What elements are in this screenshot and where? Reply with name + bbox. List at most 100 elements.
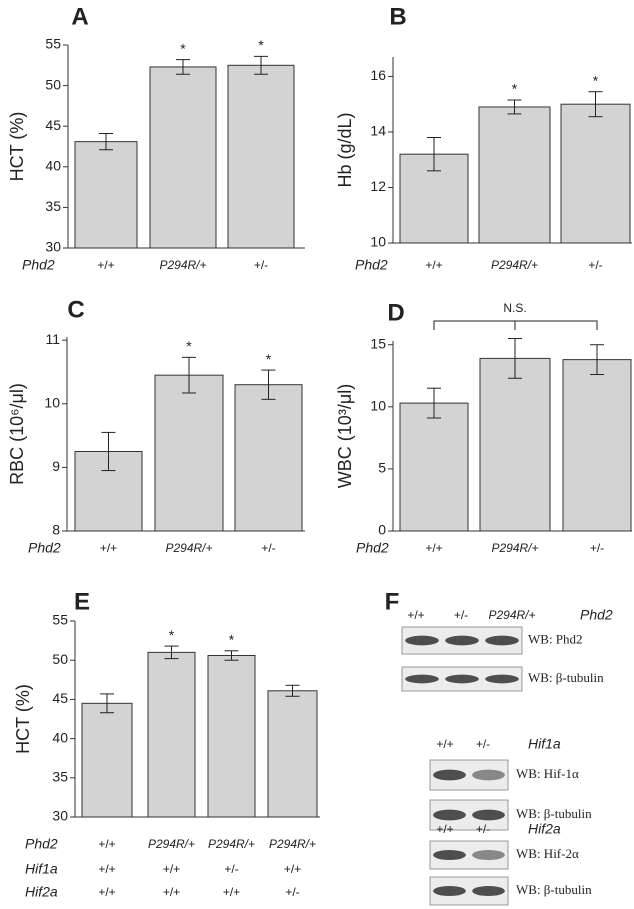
x-tick-label: +/+	[98, 837, 115, 851]
y-tick-label: 45	[45, 117, 61, 133]
panel-label: A	[71, 3, 88, 30]
x-tick-label: P294R/+	[159, 258, 206, 272]
x-tick-label: +/-	[588, 258, 602, 272]
annotation: N.S.	[503, 301, 526, 315]
lane-label: +/-	[454, 608, 468, 622]
bar	[479, 357, 551, 532]
blot-band	[472, 809, 505, 821]
bar	[560, 103, 631, 244]
x-tick-label: P294R/+	[208, 837, 255, 851]
bar	[267, 690, 318, 818]
y-tick-label: 50	[52, 651, 68, 667]
significance-marker: *	[169, 627, 175, 643]
x-tick-label: P294R/+	[269, 837, 316, 851]
lane-label: +/+	[436, 822, 453, 836]
y-tick-label: 45	[52, 690, 68, 706]
x-tick-label: +/+	[97, 258, 114, 272]
blot-band	[472, 769, 505, 781]
wb-label: WB: Hif-2α	[516, 846, 579, 861]
y-axis-label: Hb (g/dL)	[335, 112, 355, 187]
x-tick-label: +/-	[254, 258, 268, 272]
x-tick-label: +/-	[261, 541, 275, 555]
bar	[562, 359, 632, 532]
x-tick-label: +/+	[223, 885, 240, 899]
y-tick-label: 55	[52, 612, 68, 628]
bracket	[433, 320, 598, 330]
blot-band	[433, 769, 466, 781]
lane-label: +/+	[436, 737, 453, 751]
x-tick-label: +/+	[163, 862, 180, 876]
x-tick-label: +/+	[425, 258, 442, 272]
category-row-name: Phd2	[22, 257, 55, 273]
y-tick-label: 16	[370, 67, 386, 83]
significance-marker: *	[258, 37, 264, 53]
y-tick-label: 10	[44, 394, 60, 410]
blot-band	[433, 849, 466, 861]
bar	[234, 384, 303, 532]
x-tick-label: +/+	[284, 862, 301, 876]
wb-label: WB: Hif-1α	[516, 766, 579, 781]
x-tick-label: P294R/+	[165, 541, 212, 555]
bar	[154, 374, 224, 532]
gene-label: Phd2	[580, 607, 613, 623]
y-tick-label: 40	[52, 729, 68, 745]
panel-label: D	[387, 299, 404, 326]
y-tick-label: 15	[370, 335, 386, 351]
bar	[147, 651, 196, 818]
y-tick-label: 11	[45, 331, 60, 347]
wb-label: WB: β-tubulin	[516, 882, 592, 897]
y-axis-label: HCT (%)	[13, 684, 33, 754]
x-tick-label: +/+	[98, 885, 115, 899]
x-tick-label: +/-	[285, 885, 299, 899]
category-row-name: Phd2	[356, 540, 389, 556]
x-tick-label: P294R/+	[148, 837, 195, 851]
lane-label: +/-	[476, 737, 490, 751]
significance-marker: *	[512, 81, 518, 97]
y-tick-label: 8	[52, 522, 60, 538]
blot-band	[445, 635, 479, 646]
y-tick-label: 10	[370, 234, 386, 250]
x-tick-label: +/+	[425, 541, 442, 555]
y-tick-label: 0	[378, 522, 386, 538]
blot-band	[405, 674, 439, 684]
chart-panel: E HCT (%) 30 35 40 45 50 55 * * Phd2 +/+ P294R/+ P294…	[13, 588, 320, 900]
panel-label: C	[67, 296, 84, 323]
category-row-name: Hif1a	[25, 861, 58, 877]
significance-marker: *	[229, 631, 235, 647]
gene-label: Hif1a	[528, 736, 561, 752]
blot-band	[485, 635, 519, 646]
chart-panel: A HCT (%) 30 35 40 45 50 55 +/+ * P294R/+ * +/- Phd2	[7, 3, 305, 273]
panel-label: E	[74, 588, 90, 615]
x-tick-label: +/-	[590, 541, 604, 555]
wb-label: WB: Phd2	[528, 631, 583, 646]
y-tick-label: 55	[45, 36, 61, 52]
x-tick-label: P294R/+	[491, 258, 538, 272]
chart-panel: B Hb (g/dL) 10 12 14 16 +/+ * P294R/+ * +/- Phd2	[335, 3, 632, 273]
category-row-name: Phd2	[355, 257, 388, 273]
y-tick-label: 40	[45, 158, 61, 174]
panel-label: F	[385, 588, 400, 615]
y-tick-label: 30	[45, 239, 61, 255]
x-tick-label: P294R/+	[491, 541, 538, 555]
bar	[81, 702, 133, 818]
y-axis-label: WBC (10³/μl)	[335, 384, 355, 488]
y-tick-label: 35	[52, 769, 68, 785]
category-row-name: Hif2a	[25, 884, 58, 900]
blot-band	[445, 674, 479, 684]
blot-band	[433, 809, 466, 821]
blot-band	[472, 849, 505, 861]
y-tick-label: 14	[370, 123, 386, 139]
panel-label: B	[389, 3, 406, 30]
category-row-name: Phd2	[25, 836, 58, 852]
chart-panel: D WBC (10³/μl) 0 5 10 15 +/+ P294R/+ +/- Phd2 N.S.	[335, 299, 632, 556]
blot-band	[433, 885, 466, 897]
y-axis-label: HCT (%)	[7, 112, 27, 182]
y-tick-label: 35	[45, 198, 61, 214]
bar	[227, 64, 295, 249]
y-tick-label: 10	[370, 398, 386, 414]
category-row-name: Phd2	[28, 540, 61, 556]
x-tick-label: +/+	[98, 862, 115, 876]
chart-panel: C RBC (10⁶/μl) 8 9 10 11 +/+ * P294R/+ * +/- Phd2	[7, 296, 305, 556]
bar	[74, 141, 138, 249]
